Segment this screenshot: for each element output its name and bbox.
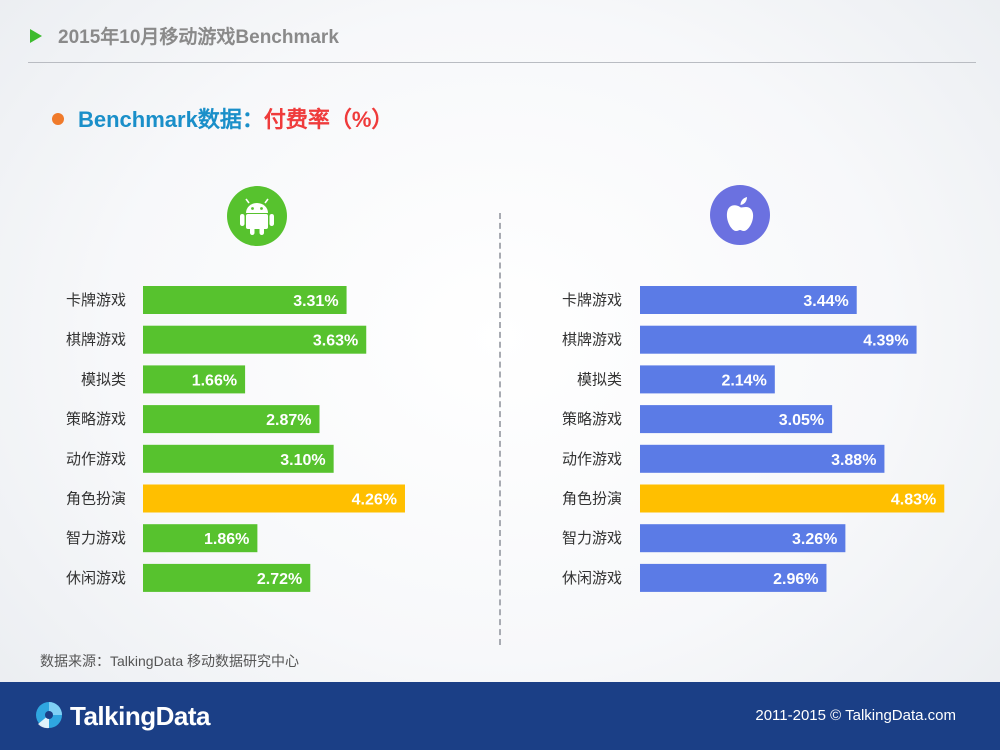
android-bar: [143, 286, 347, 314]
copyright-text: 2011-2015 © TalkingData.com: [755, 707, 956, 724]
ios-bar: [640, 484, 945, 513]
subtitle-metric: 付费率（%）: [263, 107, 394, 132]
android-category-label: 策略游戏: [66, 410, 126, 428]
subtitle-lead: Benchmark数据：: [78, 107, 264, 132]
chart-divider: [499, 213, 501, 645]
android-bar: [143, 444, 334, 473]
android-category-label: 棋牌游戏: [66, 331, 126, 349]
android-value-label: 2.72%: [257, 571, 302, 588]
footer-bar: TalkingData 2011-2015 © TalkingData.com: [0, 682, 1000, 750]
android-category-label: 角色扮演: [66, 490, 126, 508]
android-category-label: 模拟类: [81, 370, 126, 388]
brand-name: TalkingData: [70, 701, 210, 731]
ios-category-label: 棋牌游戏: [562, 331, 622, 349]
android-value-label: 3.10%: [280, 452, 325, 469]
android-value-label: 2.87%: [266, 412, 311, 429]
ios-value-label: 2.96%: [773, 571, 818, 588]
ios-category-label: 卡牌游戏: [562, 291, 622, 309]
android-category-label: 卡牌游戏: [66, 291, 126, 309]
bullet-dot-icon: [52, 113, 64, 125]
ios-category-label: 智力游戏: [562, 529, 622, 547]
android-bar: [143, 484, 405, 513]
android-value-label: 1.86%: [204, 531, 249, 548]
ios-bar: [640, 524, 846, 553]
android-icon: [227, 186, 287, 246]
android-value-label: 4.26%: [352, 492, 397, 509]
apple-icon: [710, 185, 770, 245]
ios-bar: [640, 405, 833, 434]
android-bar: [143, 563, 311, 592]
android-value-label: 3.63%: [313, 333, 358, 350]
android-bar: [143, 405, 320, 434]
section-subtitle: Benchmark数据：付费率（%）: [78, 102, 393, 134]
ios-value-label: 4.83%: [891, 492, 936, 509]
ios-category-label: 休闲游戏: [562, 569, 622, 587]
android-bar: [143, 365, 246, 394]
ios-value-label: 4.39%: [863, 333, 908, 350]
ios-bar: [640, 325, 917, 354]
ios-bar: [640, 563, 827, 592]
ios-bar: [640, 365, 775, 394]
android-value-label: 1.66%: [192, 372, 237, 389]
ios-value-label: 2.14%: [721, 372, 766, 389]
talkingdata-logo-icon: [34, 700, 64, 730]
android-category-label: 动作游戏: [66, 450, 126, 468]
ios-value-label: 3.88%: [831, 452, 876, 469]
header-divider: [28, 62, 976, 63]
ios-category-label: 策略游戏: [562, 410, 622, 428]
ios-bar: [640, 444, 885, 473]
data-source: 数据来源：TalkingData 移动数据研究中心: [40, 653, 300, 669]
ios-value-label: 3.05%: [779, 412, 824, 429]
ios-value-label: 3.44%: [803, 293, 848, 310]
page-title: 2015年10月移动游戏Benchmark: [58, 27, 339, 48]
android-value-label: 3.31%: [293, 293, 338, 310]
ios-category-label: 动作游戏: [562, 450, 622, 468]
ios-value-label: 3.26%: [792, 531, 837, 548]
android-bar: [143, 524, 258, 553]
header-arrow-icon: [30, 29, 42, 43]
ios-category-label: 角色扮演: [562, 490, 622, 508]
ios-category-label: 模拟类: [577, 370, 622, 388]
android-bar: [143, 325, 367, 354]
ios-bar: [640, 286, 857, 314]
android-category-label: 智力游戏: [66, 529, 126, 547]
android-category-label: 休闲游戏: [66, 569, 126, 587]
